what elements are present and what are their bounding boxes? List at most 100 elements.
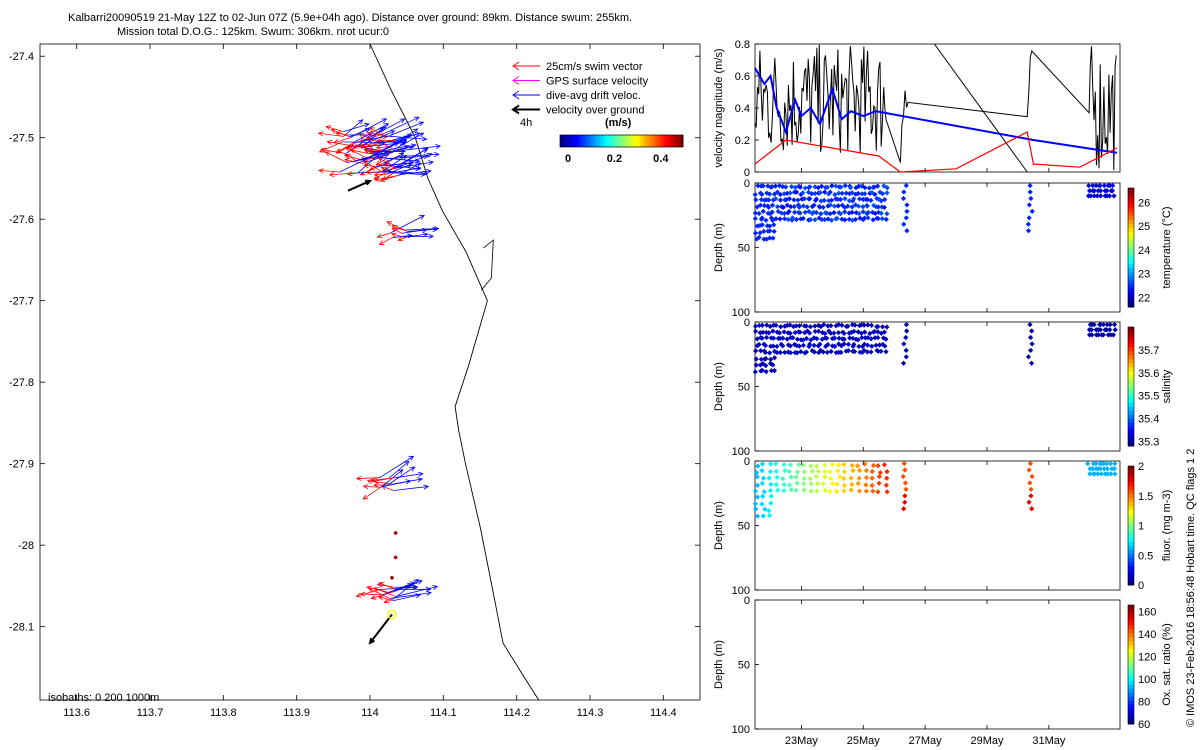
profile-sample [839,190,845,196]
profile-sample [877,469,883,476]
profile-sample [859,335,865,341]
profile-sample [769,184,775,190]
profile-colorbar-segment [1128,370,1134,376]
profile-sample [759,468,765,474]
profile-sample [1028,195,1034,202]
profile-sample [1029,208,1035,214]
drift-arrow-head [423,484,430,490]
drift-arrow [381,138,407,152]
profile-colorbar-segment [1128,692,1134,697]
profile-sample [865,209,871,216]
profile-sample [863,488,869,494]
drift-arrow-head [421,136,428,142]
swim-arrow-head [355,475,362,481]
profile-sample [800,215,806,222]
colorbar-segment [664,135,669,147]
profile-sample [787,330,793,336]
drift-arrow [367,135,409,159]
drift-arrow-head [415,593,422,599]
profile-sample [788,474,794,480]
profile-colorbar-segment [1128,386,1134,391]
profile-sample [1029,473,1035,480]
profile-sample [1088,327,1095,333]
drift-arrow-head [402,144,409,150]
profile-sample [754,513,761,519]
ground-velocity-arrow-head [368,637,375,645]
profile-sample [1112,471,1118,477]
drift-arrow [387,460,410,480]
imos-credit: © IMOS 23-Feb-2016 18:56:48 Hobart time.… [1185,449,1197,727]
swim-arrow [398,236,409,241]
swim-arrow-head [359,591,366,597]
velocity-ground-segment [934,43,1028,173]
profile-colorbar-segment [1128,557,1134,562]
profile-sample [767,223,773,229]
profile-sample [808,463,814,469]
colorbar-segment [639,135,644,147]
profile-colorbar-segment [1128,581,1134,586]
map-y-tick-label: -27.6 [9,214,34,226]
profile-sample [777,197,784,203]
swim-arrow-head [325,125,332,131]
profile-sample [790,335,796,341]
profile-sample [754,223,760,229]
profile-colorbar-segment [1128,402,1134,407]
drift-arrow [394,153,433,169]
swim-arrow-head [363,163,369,169]
swim-arrow-head [363,146,370,151]
profile-colorbar-label: fluor. (mg m-3) [1161,490,1173,562]
profile-sample [808,337,814,343]
drift-arrow [364,127,384,146]
profile-sample [754,482,761,488]
profile-sample [1027,189,1033,195]
profile-sample [797,329,803,335]
profile-sample [857,467,863,474]
profile-colorbar-segment [1128,358,1134,364]
profile-sample [792,209,798,215]
profile-colorbar-label: temperature (°C) [1161,206,1173,288]
profile-sample [794,480,800,486]
profile-sample [811,342,817,348]
profile-colorbar-segment [1128,207,1134,213]
profile-colorbar-segment [1128,481,1134,487]
profile-sample [752,323,759,329]
drift-arrow-head [364,128,371,133]
profile-y-tick-label: 50 [738,521,750,533]
vector-arrows [317,116,442,645]
profile-sample [828,217,835,223]
velocity-y-tick-label: 0.2 [735,135,750,147]
profile-colorbar-segment [1128,334,1134,340]
profile-sample [875,209,882,216]
ground-velocity-arrow [369,613,393,644]
profile-sample [753,469,760,476]
profile-sample [815,328,822,334]
profile-sample [803,323,809,329]
profile-sample [865,215,871,221]
profile-sample [876,196,882,202]
profile-sample [848,487,854,493]
profile-sample [759,335,765,341]
profile-sample [800,337,806,343]
profile-sample [875,463,881,469]
profile-colorbar-segment [1128,700,1134,705]
swim-arrow [365,132,386,141]
profile-sample [835,322,842,328]
profile-colorbar-segment [1128,330,1134,336]
drift-arrow-head [381,118,388,124]
swim-arrow-head [377,595,384,601]
drift-arrow-head [383,123,390,128]
profile-colorbar-segment [1128,342,1134,348]
profile-sample [834,488,840,494]
profile-colorbar-segment [1128,477,1134,483]
swim-arrow-head [370,477,377,483]
drift-arrow-head [415,162,422,168]
swim-arrow-head [390,232,397,238]
profile-sample [842,217,848,223]
profile-sample [814,336,820,342]
profile-sample [752,230,759,236]
colorbar-segment [621,135,626,147]
profile-sample [863,474,870,481]
profile-colorbar-segment [1128,720,1134,725]
swim-arrow-head [397,236,404,242]
profile-sample [864,342,871,348]
